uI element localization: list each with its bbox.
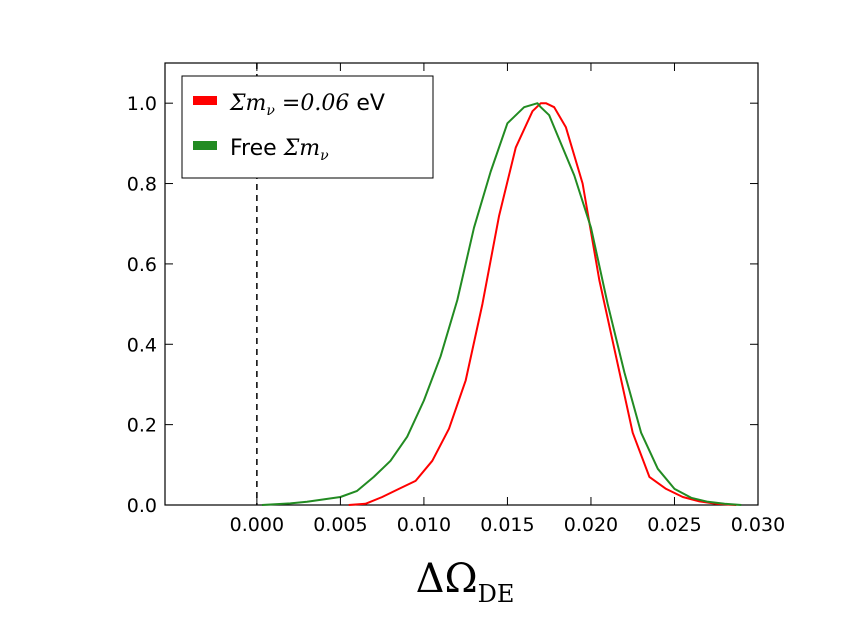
x-tick-label: 0.020 — [564, 514, 618, 536]
x-tick-label: 0.000 — [230, 514, 284, 536]
legend-label-free-mnu: Free Σmν — [230, 136, 329, 164]
y-tick-label: 0.8 — [127, 174, 157, 196]
x-tick-label: 0.015 — [480, 514, 534, 536]
y-tick-label: 0.4 — [127, 334, 157, 356]
x-tick-label: 0.030 — [731, 514, 785, 536]
y-tick-label: 0.0 — [127, 495, 157, 517]
y-tick-label: 1.0 — [127, 93, 157, 115]
legend-label-fixed-mnu: Σmν =0.06 eV — [229, 91, 385, 119]
legend: Σmν =0.06 eV Free Σmν — [181, 75, 434, 179]
legend-swatch-red — [193, 96, 217, 105]
legend-box — [181, 75, 434, 179]
plot-frame — [164, 62, 759, 506]
y-tick-label: 0.2 — [127, 415, 157, 437]
series-layer — [261, 102, 742, 506]
x-axis-label: ΔΩDE — [416, 556, 515, 608]
tick-layer: 0.000 0.005 0.010 0.015 0.020 0.025 0.030 0.0 0.… — [127, 63, 785, 536]
series-line-free-mnu — [261, 102, 742, 506]
x-tick-label: 0.005 — [313, 514, 367, 536]
legend-swatch-green — [193, 141, 217, 150]
x-tick-label: 0.025 — [647, 514, 701, 536]
series-line-fixed-mnu — [348, 102, 737, 506]
x-tick-label: 0.010 — [397, 514, 451, 536]
y-tick-label: 0.6 — [127, 254, 157, 276]
